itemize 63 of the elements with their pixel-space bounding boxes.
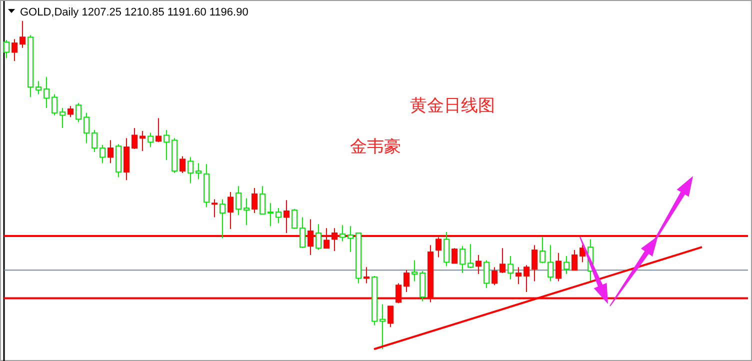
candlestick — [468, 244, 474, 269]
candlestick — [164, 129, 170, 161]
candlestick — [316, 224, 322, 251]
candlestick — [84, 112, 90, 144]
candlestick — [292, 208, 298, 230]
candlestick — [156, 118, 162, 143]
annotation: 金韦豪 — [350, 137, 401, 156]
candlestick — [516, 266, 522, 285]
candlestick — [44, 76, 50, 108]
candlestick — [148, 132, 154, 148]
candlestick — [460, 246, 466, 274]
candlestick — [20, 20, 26, 48]
candlestick — [228, 191, 234, 230]
candlestick — [572, 250, 578, 271]
candlestick — [364, 266, 370, 284]
annotation: 黄金日线图 — [410, 96, 495, 115]
candlestick — [12, 38, 18, 62]
candlestick — [92, 129, 98, 152]
candlestick — [36, 80, 42, 95]
candlestick — [452, 248, 458, 264]
candlestick — [500, 248, 506, 274]
candlestick — [276, 208, 282, 224]
candlestick — [412, 260, 418, 282]
candlestick — [444, 232, 450, 267]
candlestick — [140, 130, 146, 152]
candlestick — [260, 186, 266, 214]
candlestick — [388, 306, 394, 328]
candlestick — [564, 255, 570, 275]
candlestick — [236, 186, 242, 216]
candlestick — [180, 156, 186, 174]
candlestick — [548, 244, 554, 282]
candlestick — [476, 254, 482, 275]
candlestick — [484, 260, 490, 289]
candlestick — [68, 106, 74, 118]
candlestick — [404, 270, 410, 293]
candlestick — [60, 107, 66, 128]
candlestick — [380, 304, 386, 350]
candlestick — [540, 236, 546, 264]
candlestick — [100, 144, 106, 164]
candlestick — [252, 188, 258, 214]
candlestick — [348, 226, 354, 253]
candlestick — [212, 198, 218, 218]
candlestick — [132, 127, 138, 150]
candlestick — [524, 264, 530, 293]
candlestick — [220, 198, 226, 239]
candlestick — [340, 224, 346, 242]
candlestick — [492, 266, 498, 286]
candlestick — [76, 102, 82, 123]
candlestick — [580, 244, 586, 263]
candlestick — [532, 244, 538, 282]
candlestick — [196, 162, 202, 180]
candlestick — [108, 140, 114, 164]
candlestick — [556, 252, 562, 282]
candlestick — [188, 156, 194, 184]
candlestick — [300, 216, 306, 249]
candlestick — [420, 270, 426, 302]
candlestick — [4, 40, 10, 59]
candlestick — [268, 202, 274, 227]
chart-title: GOLD,Daily 1207.25 1210.85 1191.60 1196.90 — [20, 6, 248, 18]
candlestick — [244, 198, 250, 226]
candlestick — [508, 255, 514, 280]
candlestick — [52, 94, 58, 116]
candlestick — [284, 200, 290, 234]
